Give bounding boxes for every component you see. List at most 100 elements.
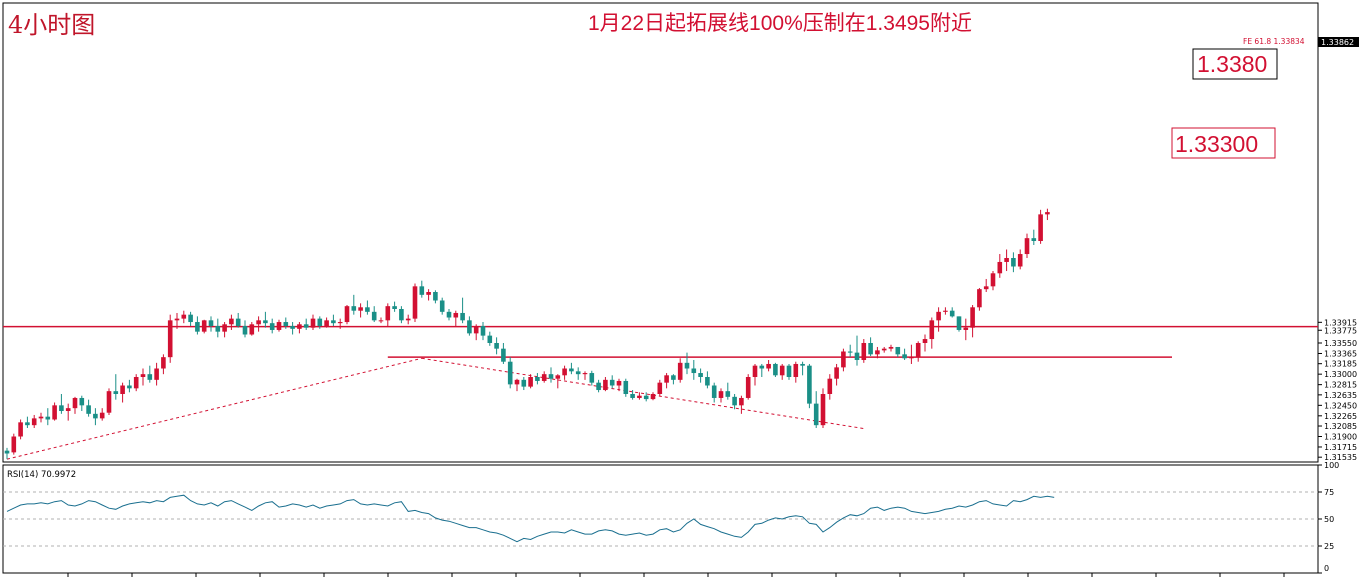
candle-body bbox=[983, 286, 989, 290]
candle-body bbox=[589, 373, 595, 383]
candle bbox=[229, 314, 234, 330]
candle-body bbox=[337, 322, 343, 324]
price-tick-label: 1.31900 bbox=[1324, 433, 1357, 442]
candle bbox=[433, 290, 438, 304]
candle bbox=[603, 377, 608, 392]
candle-body bbox=[201, 320, 207, 332]
chart-title: 4小时图 bbox=[8, 11, 95, 39]
candle bbox=[480, 322, 486, 341]
candle bbox=[922, 334, 928, 352]
candle-body bbox=[698, 373, 703, 377]
candle bbox=[501, 343, 506, 364]
price-tick-label: 1.32450 bbox=[1324, 401, 1357, 410]
candle bbox=[793, 361, 799, 383]
candle-body bbox=[93, 413, 98, 419]
candle bbox=[854, 335, 860, 366]
candle bbox=[147, 365, 153, 383]
fib-trend-line-1 bbox=[6, 357, 422, 460]
candle bbox=[596, 379, 601, 393]
candle-body bbox=[433, 292, 438, 301]
candle bbox=[351, 294, 357, 315]
candle-body bbox=[331, 320, 336, 324]
candle-body bbox=[215, 326, 221, 332]
candle-body bbox=[487, 335, 493, 343]
candle-body bbox=[718, 391, 724, 398]
candle-body bbox=[575, 371, 581, 375]
candle-body bbox=[72, 397, 78, 409]
candle-body bbox=[317, 318, 323, 326]
candle-body bbox=[242, 326, 248, 335]
candle-body bbox=[494, 343, 499, 349]
candle bbox=[569, 362, 574, 375]
candle bbox=[154, 362, 159, 386]
candle-body bbox=[807, 365, 812, 404]
candle-body bbox=[725, 391, 731, 397]
candle bbox=[467, 316, 472, 336]
candle-body bbox=[167, 320, 173, 358]
candle-body bbox=[127, 385, 132, 389]
level-label-2-box: 1.33300 bbox=[1171, 127, 1276, 159]
candle-body bbox=[378, 320, 384, 322]
candle-body bbox=[501, 348, 506, 362]
candle bbox=[616, 378, 622, 392]
candle bbox=[718, 388, 724, 403]
candle-body bbox=[854, 352, 860, 360]
price-tick-label: 1.31535 bbox=[1324, 453, 1357, 462]
candle-body bbox=[535, 377, 540, 381]
candle-body bbox=[106, 391, 112, 413]
candle-body bbox=[113, 391, 119, 394]
trend-lines bbox=[6, 357, 864, 460]
candle-body bbox=[739, 397, 744, 406]
candle bbox=[562, 365, 567, 380]
candle bbox=[331, 314, 336, 326]
candle-body bbox=[249, 324, 255, 335]
level-label-2: 1.33300 bbox=[1175, 131, 1258, 157]
candle-body bbox=[582, 373, 588, 375]
candle-body bbox=[970, 307, 975, 328]
candle bbox=[820, 388, 826, 428]
candle-body bbox=[943, 310, 948, 312]
candle-body bbox=[256, 320, 261, 325]
candle-body bbox=[99, 412, 105, 419]
candle bbox=[106, 388, 112, 415]
price-tick-label: 1.33365 bbox=[1324, 349, 1357, 358]
price-tick-label: 1.33185 bbox=[1324, 360, 1357, 369]
candle bbox=[426, 289, 431, 301]
level-label-1: 1.3380 bbox=[1197, 51, 1267, 77]
level-label-1-box: 1.3380 bbox=[1192, 48, 1278, 80]
candle bbox=[528, 374, 533, 389]
candle-body bbox=[732, 396, 737, 406]
candle-body bbox=[460, 312, 465, 321]
price-tick-label: 1.33000 bbox=[1324, 370, 1357, 379]
candle-body bbox=[528, 377, 533, 387]
candle bbox=[113, 374, 119, 400]
candle bbox=[79, 395, 85, 411]
candlestick-series bbox=[4, 208, 1050, 460]
candle-body bbox=[705, 377, 710, 386]
candle-body bbox=[290, 326, 295, 329]
candle bbox=[895, 346, 901, 358]
candle-body bbox=[562, 368, 567, 376]
candle-body bbox=[949, 310, 955, 317]
candle-body bbox=[677, 362, 683, 380]
candle-body bbox=[827, 378, 833, 394]
candle-body bbox=[303, 324, 309, 328]
candle-body bbox=[868, 343, 873, 355]
candle-body bbox=[439, 300, 445, 312]
candle-body bbox=[222, 324, 227, 332]
candle bbox=[127, 379, 132, 393]
candle bbox=[419, 280, 425, 298]
candle bbox=[609, 375, 615, 389]
candle-body bbox=[841, 351, 846, 368]
candle-body bbox=[25, 422, 30, 426]
candle bbox=[222, 322, 227, 338]
candle-body bbox=[174, 318, 180, 321]
candle bbox=[997, 254, 1003, 278]
candle-body bbox=[875, 350, 880, 355]
candle bbox=[18, 419, 23, 440]
candle-body bbox=[385, 306, 391, 321]
current-price-text: 1.33862 bbox=[1321, 38, 1354, 47]
candle-body bbox=[297, 324, 302, 329]
candle-body bbox=[800, 363, 805, 366]
